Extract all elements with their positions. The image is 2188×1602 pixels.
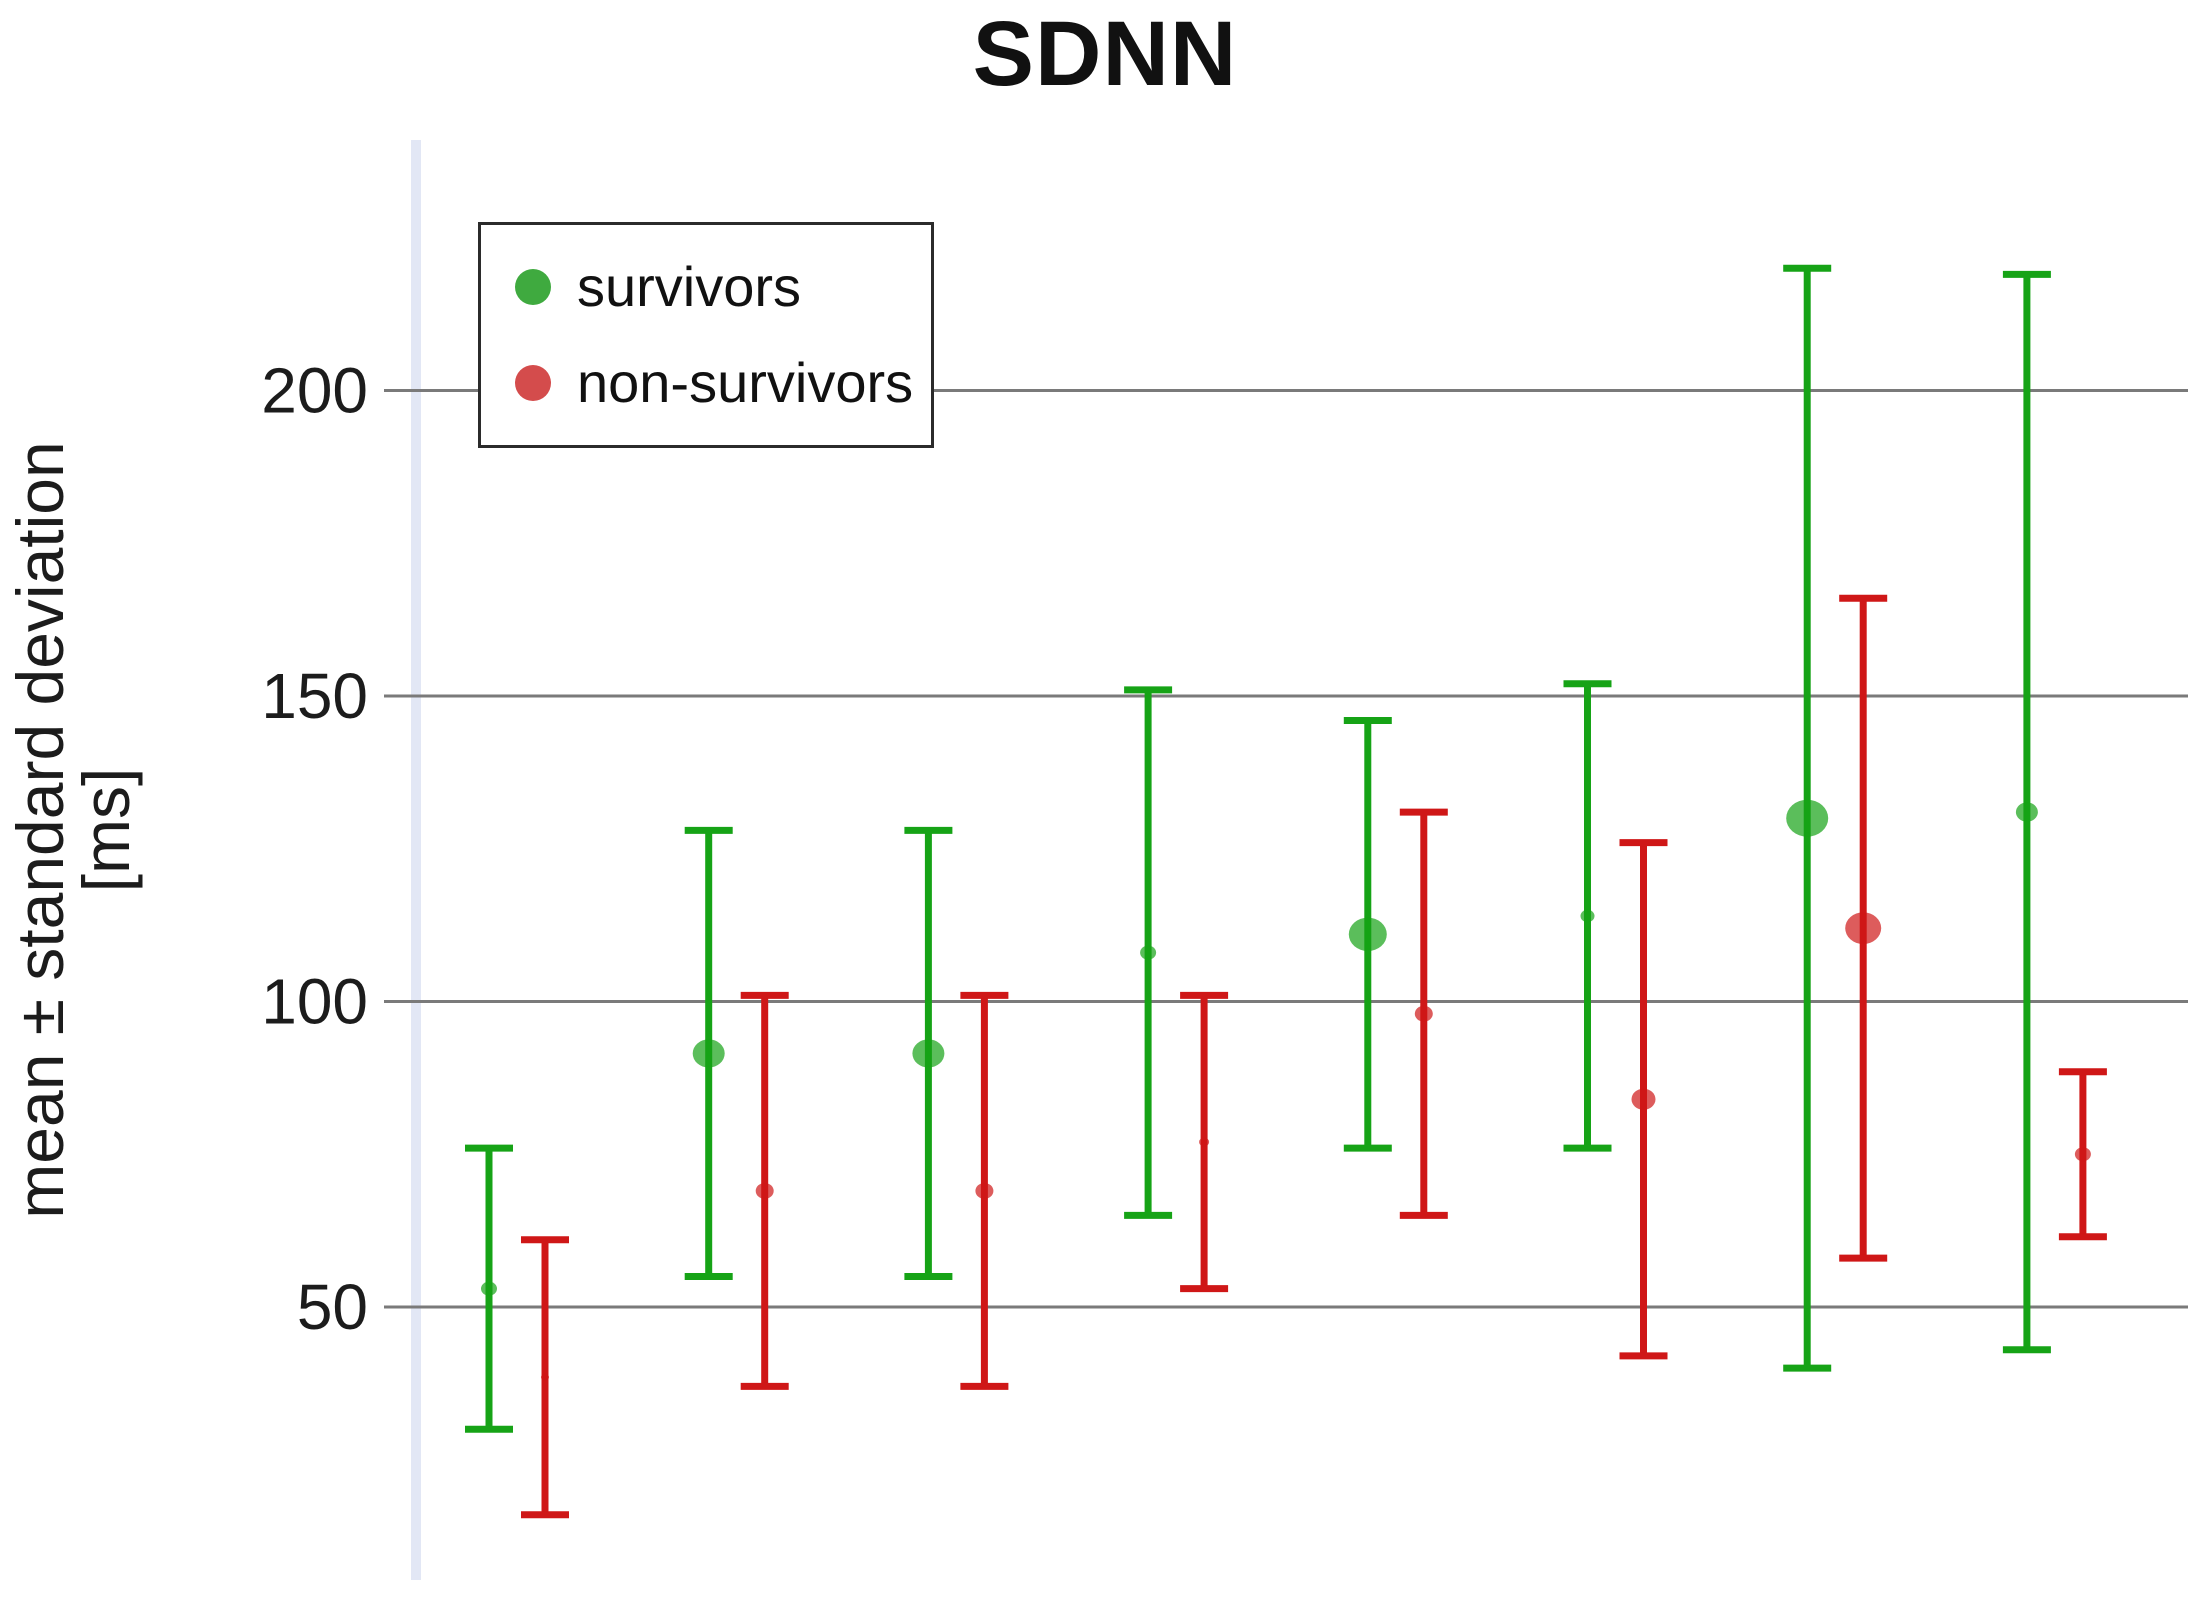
- errorbar-non-survivors-group5: [1399, 808, 1448, 1219]
- errorbar-non-survivors-group1: [521, 1236, 569, 1519]
- mean-marker: [1414, 1005, 1433, 1022]
- mean-marker: [2074, 1147, 2091, 1162]
- mean-marker: [1348, 917, 1387, 952]
- chart-title: SDNN: [972, 3, 1238, 105]
- mean-marker: [1199, 1137, 1210, 1147]
- errorbar-survivors-group7: [1783, 264, 1832, 1372]
- mean-marker: [2015, 802, 2038, 822]
- y-tick-label-100: 100: [261, 966, 368, 1038]
- errorbar-non-survivors-group8: [2058, 1068, 2107, 1241]
- errorbar-survivors-group3: [904, 826, 953, 1280]
- errorbar-survivors-group6: [1563, 680, 1612, 1152]
- legend-label-survivors: survivors: [577, 255, 802, 318]
- y-tick-label-200: 200: [261, 355, 368, 427]
- legend: survivors non-survivors: [478, 222, 934, 448]
- errorbar-non-survivors-group4: [1180, 991, 1229, 1293]
- errorbar-survivors-group5: [1343, 716, 1392, 1152]
- survivors-marker-icon: [515, 269, 551, 305]
- mean-marker: [1140, 945, 1157, 960]
- errorbar-survivors-group8: [2002, 270, 2051, 1354]
- errorbar-survivors-group4: [1124, 686, 1173, 1219]
- mean-marker: [1845, 912, 1882, 945]
- legend-item-non-survivors: non-survivors: [515, 355, 931, 411]
- mean-marker: [1580, 909, 1595, 923]
- mean-marker: [1631, 1088, 1656, 1110]
- mean-marker: [481, 1281, 497, 1296]
- non-survivors-marker-icon: [515, 365, 551, 401]
- y-tick-label-50: 50: [297, 1271, 368, 1343]
- errorbar-non-survivors-group2: [740, 991, 789, 1390]
- errorbar-non-survivors-group3: [960, 991, 1009, 1390]
- errorbar-survivors-group1: [465, 1144, 513, 1433]
- errorbar-survivors-group2: [684, 826, 733, 1280]
- mean-marker: [692, 1039, 725, 1068]
- legend-label-non-survivors: non-survivors: [577, 351, 914, 414]
- y-axis-label: mean ± standard deviation: [3, 441, 77, 1219]
- mean-marker: [975, 1182, 994, 1199]
- legend-item-survivors: survivors: [515, 259, 931, 315]
- errorbar-non-survivors-group6: [1619, 839, 1668, 1360]
- mean-marker: [755, 1182, 774, 1199]
- mean-marker: [912, 1039, 945, 1068]
- errorbar-non-survivors-group7: [1839, 594, 1888, 1262]
- y-axis-line: [411, 140, 421, 1580]
- mean-marker: [541, 1373, 549, 1381]
- y-tick-label-150: 150: [261, 660, 368, 732]
- mean-marker: [1786, 799, 1829, 837]
- y-axis-unit-label: [ms]: [69, 767, 143, 893]
